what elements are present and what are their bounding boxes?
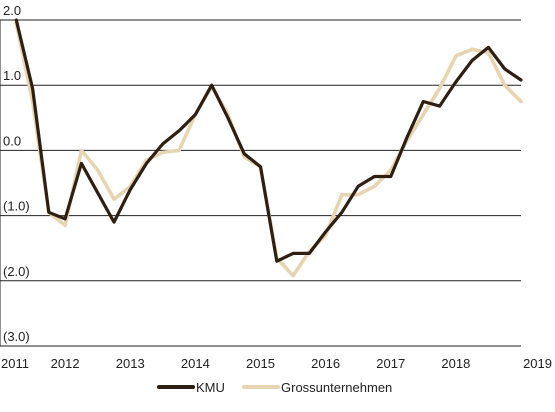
x-tick-label: 2012	[51, 356, 80, 371]
x-tick-label: 2016	[311, 356, 340, 371]
series-line-grossunternehmen	[14, 21, 523, 278]
legend: KMU Grossunternehmen	[157, 380, 392, 395]
x-tick-label: 2017	[376, 356, 405, 371]
legend-item: Grossunternehmen	[242, 380, 392, 395]
x-tick-label: 2014	[181, 356, 210, 371]
x-tick-label: 2015	[246, 356, 275, 371]
legend-label: Grossunternehmen	[281, 380, 392, 395]
x-tick-label: 2011	[1, 356, 29, 371]
x-tick-label: 2013	[116, 356, 145, 371]
x-tick-labels: 2011 2012 2013 2014 2015 2016 2017 2018 2019	[1, 356, 552, 371]
y-tick-label: 2.0	[3, 3, 21, 18]
gridlines	[0, 19, 521, 347]
y-tick-labels: 2.0 1.0 0.0 (1.0) (2.0) (3.0)	[3, 3, 30, 344]
legend-item: KMU	[157, 380, 225, 395]
y-tick-label: (1.0)	[3, 199, 30, 214]
y-tick-label: (3.0)	[3, 329, 30, 344]
series-lines	[14, 18, 523, 278]
series-line-kmu	[14, 18, 523, 263]
y-tick-label: (2.0)	[3, 264, 30, 279]
x-tick-label: 2018	[441, 356, 470, 371]
y-tick-label: 1.0	[3, 68, 21, 83]
legend-label: KMU	[196, 380, 225, 395]
x-tick-label: 2019	[523, 356, 552, 371]
y-tick-label: 0.0	[3, 133, 21, 148]
